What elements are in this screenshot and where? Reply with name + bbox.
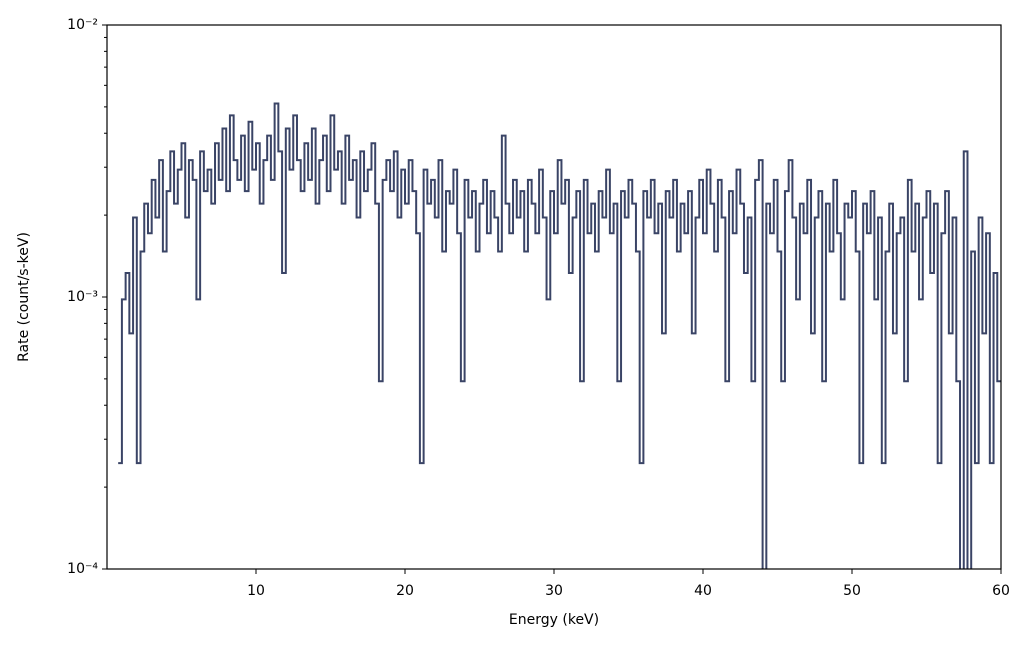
plot-area xyxy=(118,102,1001,569)
y-tick-label: 10⁻² xyxy=(67,17,98,33)
x-tick-label: 60 xyxy=(992,583,1010,599)
plot-frame xyxy=(106,24,1002,570)
x-tick-label: 30 xyxy=(545,583,563,599)
spectrum-line xyxy=(118,102,1001,569)
y-tick-label: 10⁻⁴ xyxy=(67,561,98,577)
x-tick-label: 40 xyxy=(694,583,712,599)
x-tick-label: 10 xyxy=(247,583,265,599)
x-tick-label: 50 xyxy=(843,583,861,599)
x-tick-label: 20 xyxy=(396,583,414,599)
x-axis-label: Energy (keV) xyxy=(509,612,599,628)
y-axis-label: Rate (count/s-keV) xyxy=(16,232,32,362)
y-tick-label: 10⁻³ xyxy=(67,289,98,305)
